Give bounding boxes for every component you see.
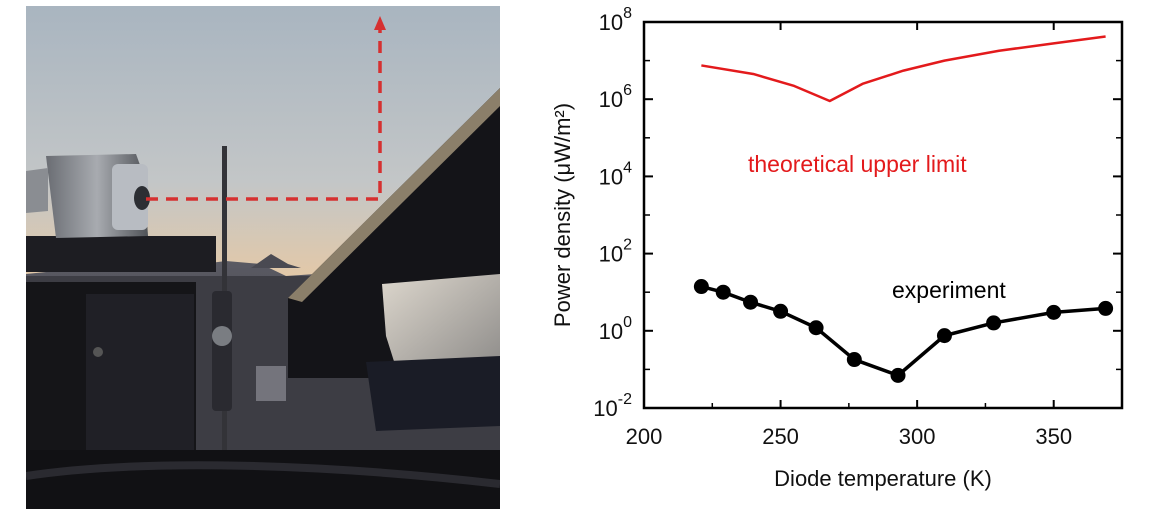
series-line-0: [701, 35, 1106, 103]
series-1-point: [890, 367, 906, 383]
distant-mountain: [251, 254, 301, 268]
series-1-point: [693, 279, 709, 295]
series-1-point: [986, 315, 1002, 331]
series-1-point: [846, 352, 862, 368]
experiment-photo: [26, 6, 500, 509]
chart-svg: 200 250 300 350 10-2 100 102 104 106 108 Diode t…: [550, 5, 1124, 491]
beam-path-arrow: [146, 26, 382, 201]
detector-lens-ring: [112, 164, 148, 230]
emitter-block: [382, 274, 500, 374]
series-layer: [693, 35, 1114, 383]
mount-screw: [93, 347, 103, 357]
y-axis-ticks: 10-2 100 102 104 106 108: [593, 5, 1122, 421]
series-1-point: [808, 320, 824, 336]
emitter-base: [366, 356, 500, 431]
x-tick-label: 250: [762, 424, 799, 449]
series-1-point: [773, 303, 789, 319]
left-platform: [26, 236, 216, 272]
series-1-point: [936, 328, 952, 344]
series-1-point: [1046, 304, 1062, 320]
series-1-point: [715, 284, 731, 300]
plot-frame: [642, 20, 1124, 410]
y-tick-label: 10-2: [593, 391, 632, 421]
foreground-cable: [26, 461, 500, 488]
y-axis-title: Power density (μW/m²): [550, 103, 575, 327]
annotation-experiment: experiment: [892, 277, 1006, 303]
y-tick-label: 106: [599, 82, 632, 112]
x-axis-ticks: 200 250 300 350: [626, 22, 1072, 449]
photo-svg: [26, 6, 500, 509]
x-tick-label: 300: [899, 424, 936, 449]
detector-connector: [26, 168, 48, 213]
chart-panel: 200 250 300 350 10-2 100 102 104 106 108 Diode t…: [540, 0, 1161, 515]
series-1-point: [743, 294, 759, 310]
mirror-edge: [288, 88, 500, 302]
series-1-point: [1098, 300, 1114, 316]
arrow-head: [374, 16, 386, 30]
background-post: [256, 366, 286, 401]
y-tick-label: 100: [599, 314, 632, 344]
chopper-axle: [212, 326, 232, 346]
annotation-theoretical-upper-limit: theoretical upper limit: [748, 151, 967, 177]
x-tick-label: 200: [626, 424, 663, 449]
x-axis-title: Diode temperature (K): [774, 466, 992, 491]
y-tick-label: 108: [599, 5, 632, 35]
y-tick-label: 102: [599, 237, 632, 267]
y-tick-label: 104: [599, 159, 632, 189]
detector-lens: [134, 186, 150, 210]
x-tick-label: 350: [1035, 424, 1072, 449]
mount-block-face: [86, 294, 194, 462]
chopper-hub: [212, 291, 232, 411]
